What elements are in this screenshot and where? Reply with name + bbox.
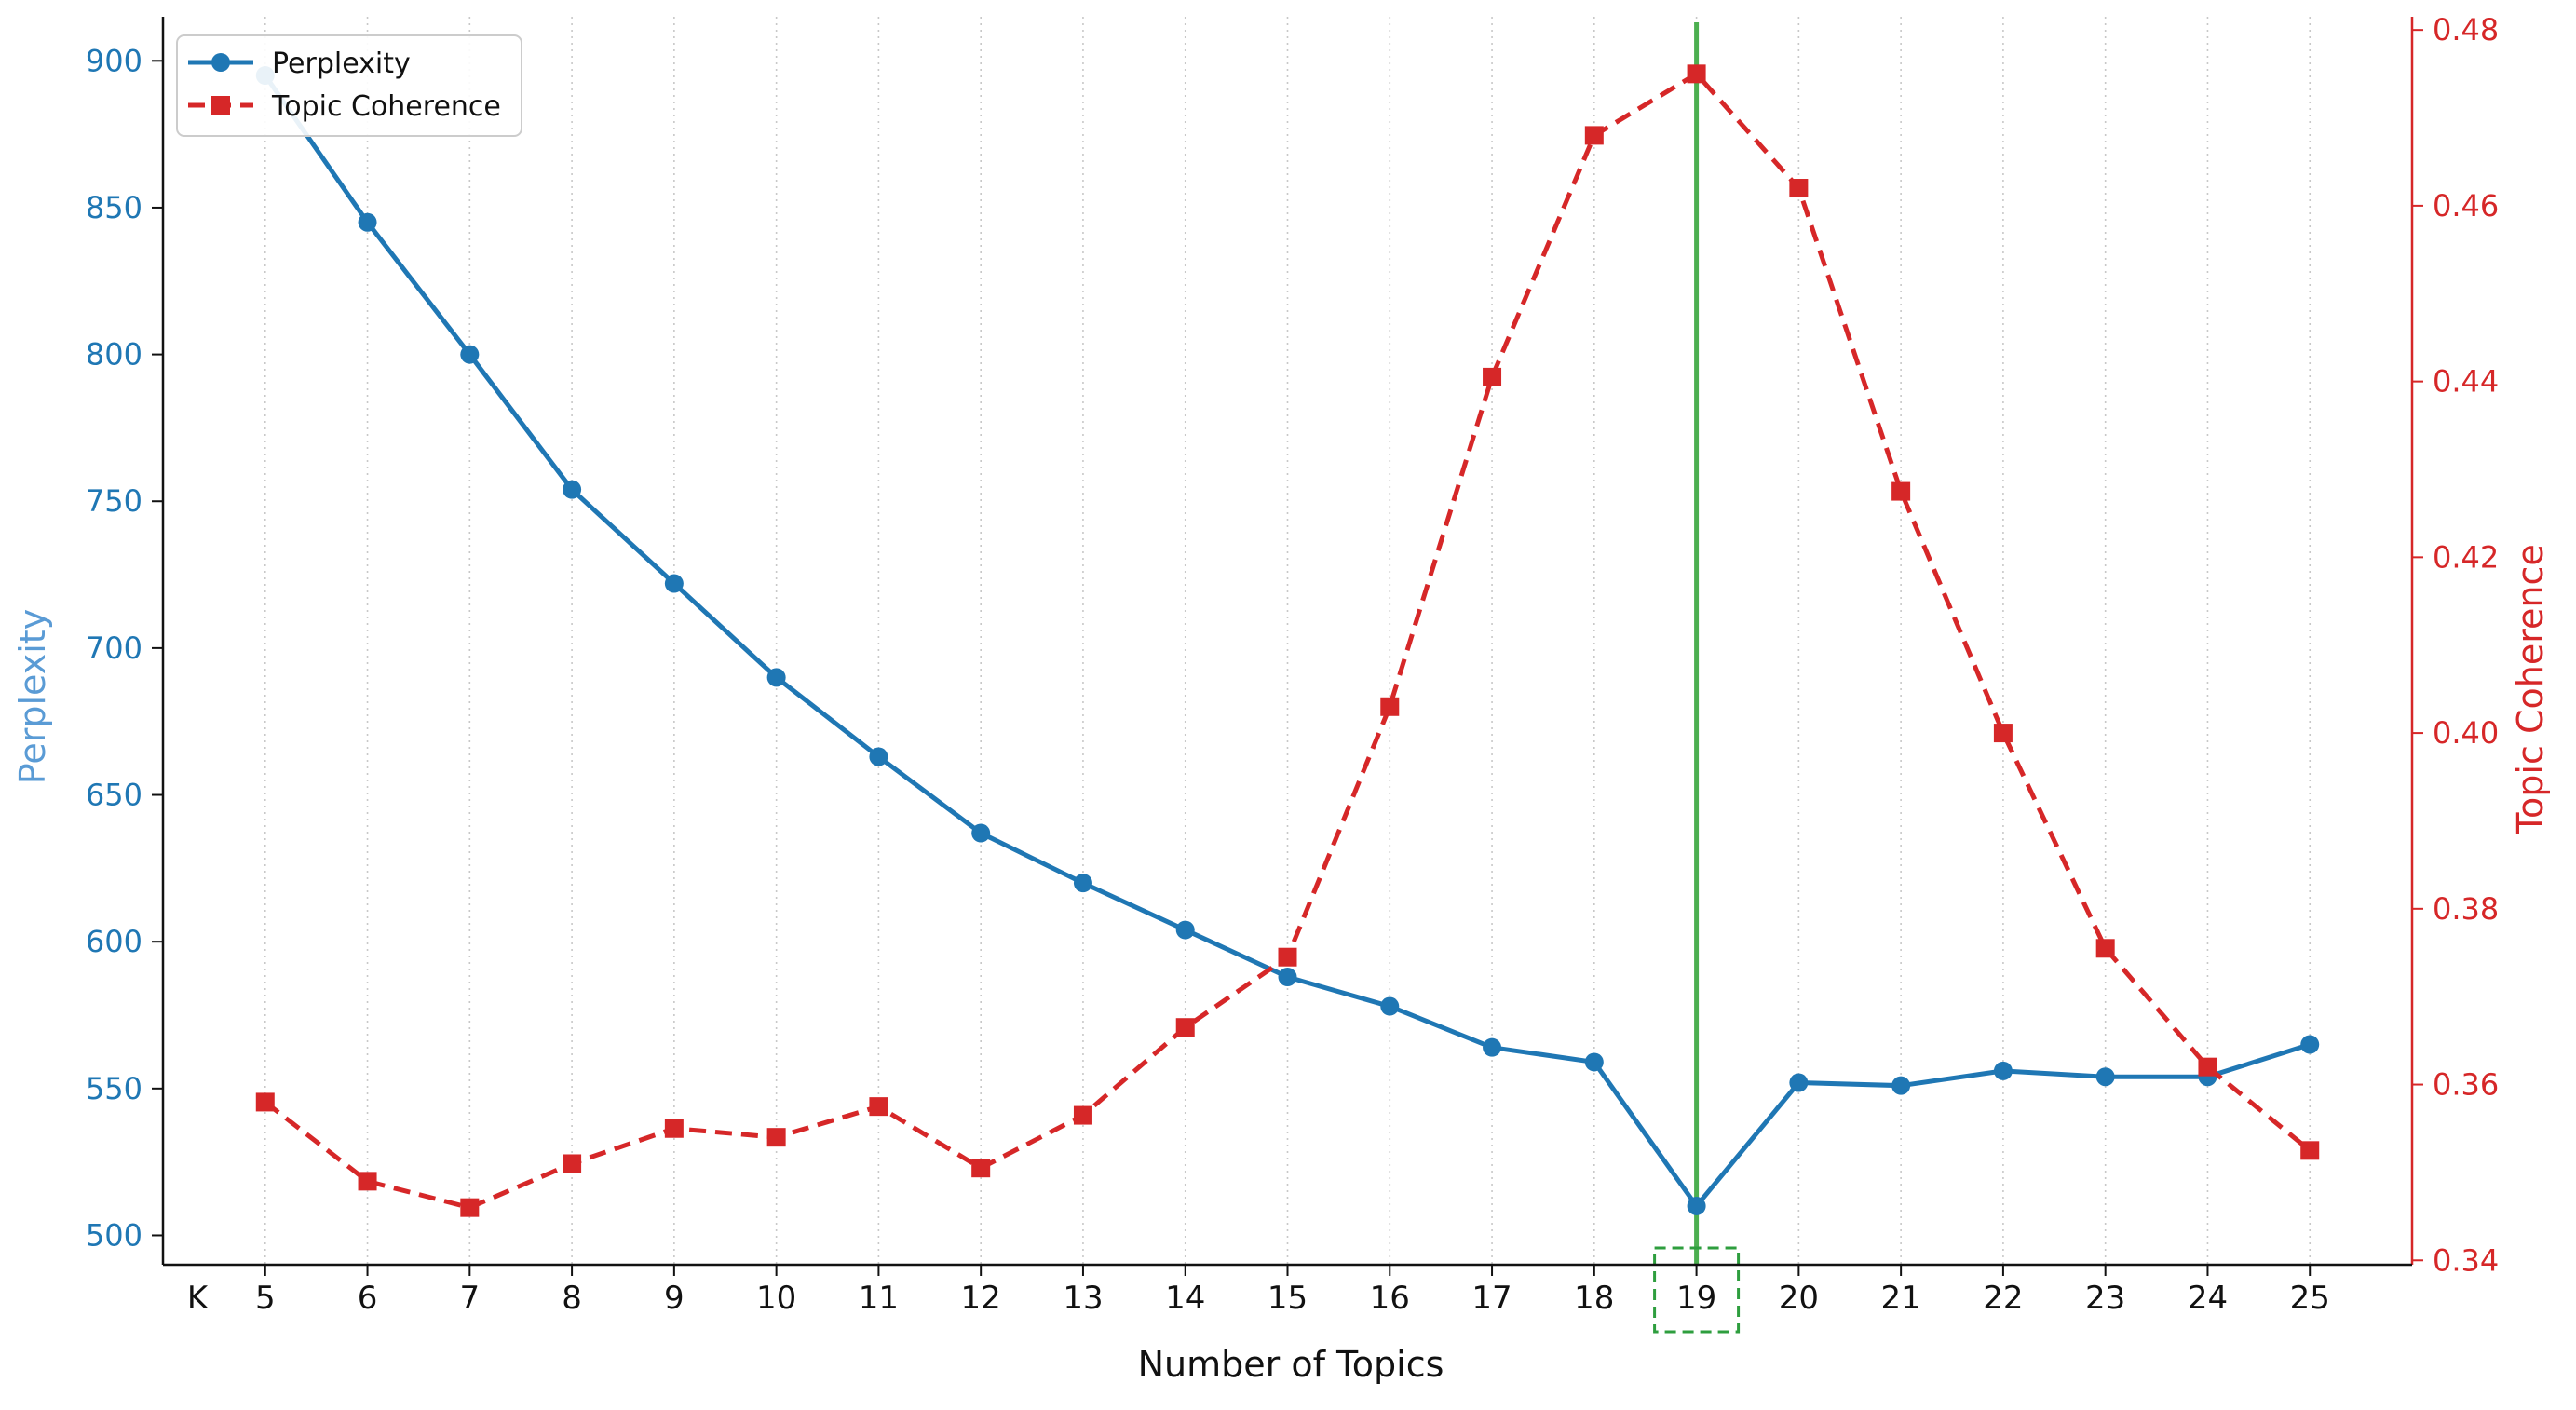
series-layer bbox=[255, 64, 2320, 1217]
topic-coherence-point-10 bbox=[766, 1128, 786, 1147]
x-tick-label-13: 13 bbox=[1063, 1280, 1103, 1317]
topic-coherence-point-8 bbox=[563, 1154, 582, 1173]
perplexity-point-10 bbox=[766, 668, 786, 687]
perplexity-point-15 bbox=[1278, 968, 1297, 987]
topic-coherence-point-12 bbox=[971, 1159, 991, 1178]
perplexity-point-16 bbox=[1380, 996, 1400, 1016]
axes: 5 6 7 8 9 10 11 12 13 14 15 16 17 18 19 20 21 22 23 24 25 500… bbox=[86, 12, 2499, 1317]
topic-coherence-point-11 bbox=[869, 1097, 888, 1117]
left-tick-label-750: 750 bbox=[86, 483, 142, 519]
highlight-box bbox=[1653, 1246, 1741, 1334]
perplexity-point-21 bbox=[1891, 1076, 1911, 1095]
left-tick-label-700: 700 bbox=[86, 630, 142, 666]
topic-coherence-point-6 bbox=[358, 1172, 377, 1191]
x-tick-label-10: 10 bbox=[756, 1280, 796, 1317]
right-tick-label-6: 0.46 bbox=[2433, 188, 2499, 224]
right-tick-label-2: 0.38 bbox=[2433, 891, 2499, 927]
topic-coherence-point-5 bbox=[255, 1092, 275, 1112]
x-tick-label-23: 23 bbox=[2085, 1280, 2125, 1317]
perplexity-point-19 bbox=[1687, 1196, 1706, 1215]
x-tick-label-22: 22 bbox=[1983, 1280, 2023, 1317]
left-tick-label-600: 600 bbox=[86, 924, 142, 959]
topic-coherence-point-24 bbox=[2198, 1057, 2217, 1077]
topic-coherence-point-19 bbox=[1687, 64, 1706, 84]
perplexity-point-6 bbox=[358, 212, 377, 232]
right-tick-label-4: 0.42 bbox=[2433, 539, 2499, 575]
x-tick-label-20: 20 bbox=[1779, 1280, 1819, 1317]
left-axis-title: Perplexity bbox=[12, 609, 53, 784]
x-tick-label-8: 8 bbox=[562, 1280, 582, 1317]
x-tick-label-12: 12 bbox=[961, 1280, 1001, 1317]
perplexity-point-25 bbox=[2300, 1035, 2320, 1054]
perplexity-point-8 bbox=[563, 480, 582, 499]
x-tick-label-9: 9 bbox=[664, 1280, 685, 1317]
topic-coherence-point-15 bbox=[1278, 947, 1297, 967]
x-axis-title: Number of Topics bbox=[1138, 1344, 1444, 1385]
topic-coherence-point-13 bbox=[1073, 1105, 1092, 1125]
topic-coherence-point-25 bbox=[2300, 1141, 2320, 1160]
topic-coherence-line bbox=[264, 71, 2312, 1211]
topic-coherence-point-14 bbox=[1175, 1018, 1195, 1037]
x-axis-prefix-label: K bbox=[187, 1280, 210, 1317]
legend-label-topic-coherence: Topic Coherence bbox=[271, 90, 501, 123]
left-tick-label-550: 550 bbox=[86, 1071, 142, 1106]
perplexity-point-12 bbox=[971, 823, 991, 843]
legend: Perplexity Topic Coherence bbox=[176, 34, 522, 137]
legend-box bbox=[176, 34, 522, 137]
x-tick-label-15: 15 bbox=[1268, 1280, 1308, 1317]
perplexity-point-11 bbox=[869, 747, 888, 766]
x-tick-label-19: 19 bbox=[1676, 1280, 1716, 1317]
x-tick-label-5: 5 bbox=[255, 1280, 276, 1317]
legend-label-perplexity: Perplexity bbox=[272, 47, 411, 80]
perplexity-point-13 bbox=[1073, 874, 1092, 893]
x-tick-label-6: 6 bbox=[358, 1280, 378, 1317]
x-tick-label-16: 16 bbox=[1370, 1280, 1410, 1317]
x-tick-label-21: 21 bbox=[1881, 1280, 1921, 1317]
perplexity-point-18 bbox=[1584, 1052, 1604, 1072]
perplexity-point-14 bbox=[1175, 920, 1195, 940]
topic-coherence-point-20 bbox=[1789, 179, 1809, 198]
right-tick-label-3: 0.40 bbox=[2433, 715, 2499, 751]
perplexity-point-7 bbox=[460, 345, 480, 364]
left-tick-label-800: 800 bbox=[86, 337, 142, 373]
x-tick-label-7: 7 bbox=[459, 1280, 480, 1317]
topic-coherence-point-21 bbox=[1891, 481, 1911, 501]
left-tick-label-900: 900 bbox=[86, 43, 142, 78]
left-tick-label-850: 850 bbox=[86, 190, 142, 225]
x-tick-label-14: 14 bbox=[1165, 1280, 1205, 1317]
topic-coherence-point-17 bbox=[1483, 367, 1502, 386]
perplexity-point-9 bbox=[664, 574, 684, 593]
x-tick-label-18: 18 bbox=[1574, 1280, 1614, 1317]
topic-coherence-point-22 bbox=[1993, 724, 2013, 743]
x-tick-label-24: 24 bbox=[2188, 1280, 2228, 1317]
highlight-layer bbox=[1653, 22, 1741, 1334]
perplexity-point-22 bbox=[1993, 1061, 2013, 1080]
topic-coherence-point-9 bbox=[664, 1119, 684, 1138]
right-axis-title: Topic Coherence bbox=[2510, 544, 2551, 834]
perplexity-point-20 bbox=[1789, 1073, 1809, 1092]
x-tick-label-11: 11 bbox=[859, 1280, 899, 1317]
x-tick-label-17: 17 bbox=[1471, 1280, 1512, 1317]
left-tick-label-500: 500 bbox=[86, 1217, 142, 1253]
topic-coherence-point-18 bbox=[1584, 126, 1604, 145]
legend-marker-topic-coherence bbox=[211, 96, 230, 115]
right-tick-label-5: 0.44 bbox=[2433, 364, 2499, 400]
x-tick-label-25: 25 bbox=[2290, 1280, 2330, 1317]
perplexity-point-17 bbox=[1483, 1037, 1502, 1057]
left-tick-label-650: 650 bbox=[86, 778, 142, 813]
perplexity-point-23 bbox=[2095, 1067, 2115, 1087]
topic-coherence-point-16 bbox=[1380, 697, 1400, 716]
topic-coherence-point-7 bbox=[460, 1198, 480, 1217]
legend-marker-perplexity bbox=[211, 53, 230, 72]
right-tick-label-1: 0.36 bbox=[2433, 1067, 2499, 1103]
right-tick-label-7: 0.48 bbox=[2433, 12, 2499, 47]
topic-coherence-point-23 bbox=[2095, 939, 2115, 958]
right-tick-label-0: 0.34 bbox=[2433, 1242, 2499, 1278]
